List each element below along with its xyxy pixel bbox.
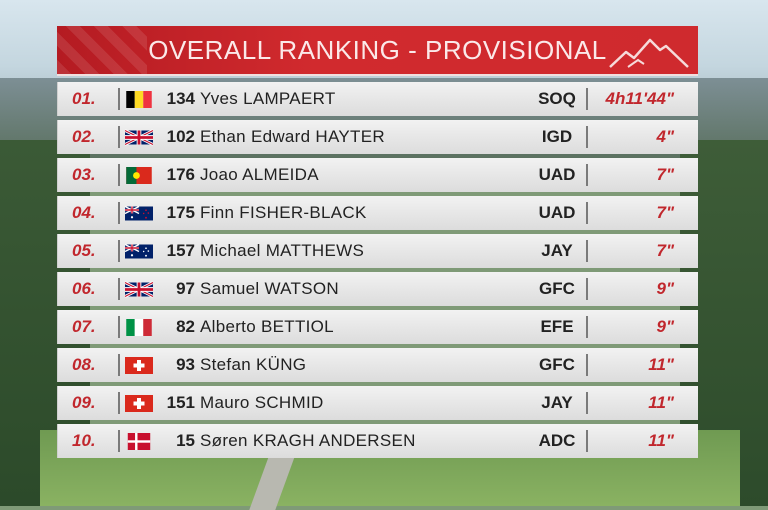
- italy-flag-icon: [125, 319, 153, 336]
- divider: [586, 164, 588, 186]
- rank-position: 09.: [72, 393, 96, 412]
- switzerland-flag-icon: [125, 357, 153, 374]
- rider-name: Alberto BETTIOL: [200, 317, 334, 336]
- bib-number: 134: [166, 89, 195, 108]
- time-gap: 4h11'44": [605, 89, 675, 108]
- divider: [586, 430, 588, 452]
- ranking-row: 09. 151 Mauro SCHMID JAY 11": [57, 386, 698, 420]
- divider: [118, 430, 120, 452]
- divider: [118, 278, 120, 300]
- ranking-title: OVERALL RANKING - PROVISIONAL: [148, 35, 607, 65]
- divider: [118, 126, 120, 148]
- ranking-row: 01. 134 Yves LAMPAERT SOQ 4h11'44": [57, 82, 698, 116]
- denmark-flag-icon: [125, 433, 153, 450]
- rider-name: Søren KRAGH ANDERSEN: [200, 431, 416, 450]
- ranking-row: 06. 97 Samuel WATSON GFC 9": [57, 272, 698, 306]
- rider-name: Samuel WATSON: [200, 279, 339, 298]
- time-gap: 7": [656, 241, 674, 260]
- new-zealand-flag-icon: [125, 205, 153, 222]
- time-gap: 11": [648, 393, 674, 412]
- australia-flag-icon: [125, 243, 153, 260]
- rider-name: Michael MATTHEWS: [200, 241, 365, 260]
- uk-flag-icon: [125, 281, 153, 298]
- team-code: EFE: [540, 317, 574, 336]
- belgium-flag-icon: [125, 91, 153, 108]
- rider-name: Joao ALMEIDA: [200, 165, 319, 184]
- rider-name: Ethan Edward HAYTER: [200, 127, 385, 146]
- divider: [118, 240, 120, 262]
- bib-number: 97: [176, 279, 195, 298]
- ranking-row: 04. 175 Finn FISHER-BLACK UAD 7": [57, 196, 698, 230]
- checkered-pattern: [57, 26, 147, 74]
- time-gap: 11": [648, 355, 674, 374]
- divider: [118, 392, 120, 414]
- bib-number: 175: [166, 203, 195, 222]
- divider: [586, 354, 588, 376]
- ranking-header: OVERALL RANKING - PROVISIONAL: [57, 26, 698, 76]
- team-code: UAD: [538, 203, 576, 222]
- divider: [586, 126, 588, 148]
- rider-name: Stefan KÜNG: [200, 355, 307, 374]
- rider-name: Mauro SCHMID: [200, 393, 324, 412]
- team-code: SOQ: [538, 89, 576, 108]
- divider: [586, 88, 588, 110]
- rank-position: 10.: [72, 431, 96, 450]
- time-gap: 11": [648, 431, 674, 450]
- bib-number: 15: [176, 431, 195, 450]
- team-code: JAY: [541, 241, 573, 260]
- divider: [118, 88, 120, 110]
- rank-position: 05.: [72, 241, 96, 260]
- bib-number: 93: [176, 355, 195, 374]
- rank-position: 01.: [72, 89, 96, 108]
- rider-name: Yves LAMPAERT: [200, 89, 336, 108]
- divider: [586, 316, 588, 338]
- team-code: IGD: [541, 127, 573, 146]
- ranking-list: 01. 134 Yves LAMPAERT SOQ 4h11'44" 02. 1…: [57, 82, 698, 458]
- team-code: UAD: [538, 165, 576, 184]
- divider: [118, 164, 120, 186]
- divider: [118, 354, 120, 376]
- divider: [586, 240, 588, 262]
- rider-name: Finn FISHER-BLACK: [200, 203, 367, 222]
- team-code: GFC: [539, 355, 575, 374]
- ranking-row: 10. 15 Søren KRAGH ANDERSEN ADC 11": [57, 424, 698, 458]
- uk-flag-icon: [125, 129, 153, 146]
- portugal-flag-icon: [125, 167, 153, 184]
- bib-number: 157: [166, 241, 195, 260]
- time-gap: 4": [656, 127, 674, 146]
- mountain-logo-icon: [609, 38, 689, 68]
- switzerland-flag-icon: [125, 395, 153, 412]
- team-code: JAY: [541, 393, 573, 412]
- rank-position: 08.: [72, 355, 96, 374]
- team-code: GFC: [539, 279, 575, 298]
- bib-number: 151: [166, 393, 195, 412]
- ranking-row: 03. 176 Joao ALMEIDA UAD 7": [57, 158, 698, 192]
- divider: [586, 392, 588, 414]
- ranking-row: 05. 157 Michael MATTHEWS JAY 7": [57, 234, 698, 268]
- ranking-board: OVERALL RANKING - PROVISIONAL 01. 134 Yv…: [57, 26, 698, 462]
- divider: [118, 202, 120, 224]
- rank-position: 02.: [72, 127, 96, 146]
- divider: [586, 202, 588, 224]
- ranking-row: 08. 93 Stefan KÜNG GFC 11": [57, 348, 698, 382]
- time-gap: 7": [656, 165, 674, 184]
- time-gap: 9": [656, 279, 674, 298]
- time-gap: 9": [656, 317, 674, 336]
- divider: [118, 316, 120, 338]
- team-code: ADC: [538, 431, 576, 450]
- ranking-row: 07. 82 Alberto BETTIOL EFE 9": [57, 310, 698, 344]
- rank-position: 04.: [72, 203, 96, 222]
- rank-position: 07.: [72, 317, 96, 336]
- time-gap: 7": [656, 203, 674, 222]
- ranking-row: 02. 102 Ethan Edward HAYTER IGD 4": [57, 120, 698, 154]
- rank-position: 03.: [72, 165, 96, 184]
- bib-number: 102: [166, 127, 195, 146]
- rank-position: 06.: [72, 279, 96, 298]
- bib-number: 82: [176, 317, 195, 336]
- divider: [586, 278, 588, 300]
- bib-number: 176: [166, 165, 195, 184]
